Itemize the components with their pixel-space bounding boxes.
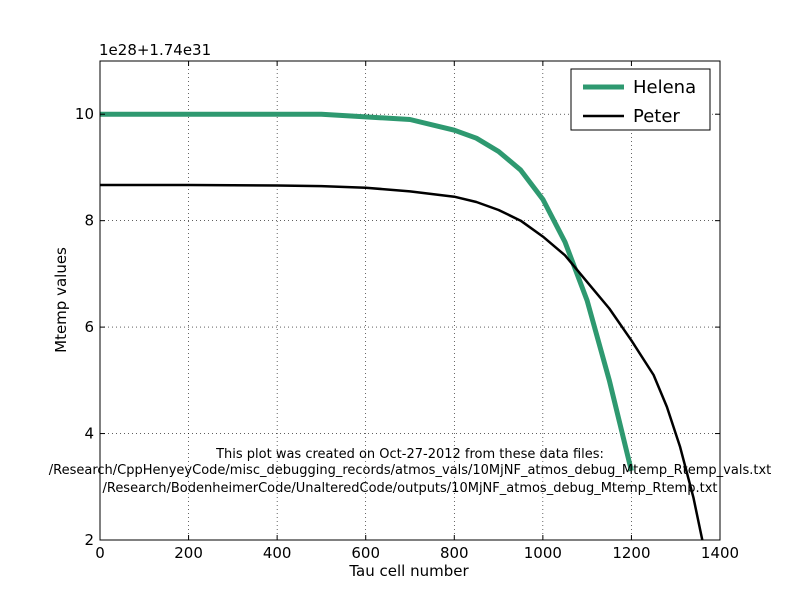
series-line-peter (100, 183, 704, 541)
x-tick-label: 600 (351, 544, 380, 562)
y-tick-label: 2 (84, 531, 94, 549)
legend-label-helena: Helena (633, 77, 696, 98)
plot-area-frame (99, 60, 721, 541)
annotation-line-2: /Research/CppHenyeyCode/misc_debugging_r… (49, 463, 771, 478)
y-offset-label: 1e28+1.74e31 (99, 41, 211, 59)
x-tick-label: 1200 (612, 544, 650, 562)
legend-box (570, 68, 711, 131)
x-tick-label: 400 (263, 544, 292, 562)
legend: Helena Peter (570, 68, 711, 131)
series-lines (100, 111, 704, 541)
x-tick-label: 1400 (701, 544, 739, 562)
x-tick-label: 1000 (524, 544, 562, 562)
annotation-line-3: /Research/BodenheimerCode/UnalteredCode/… (102, 481, 717, 496)
y-axis-label: Mtemp values (52, 247, 70, 353)
annotation-text: This plot was created on Oct-27-2012 fro… (49, 447, 771, 496)
y-tick-label: 6 (84, 318, 94, 336)
axis-ticks: 0 200 400 600 800 1000 1200 1400 2 4 6 8 10 (75, 61, 739, 562)
legend-label-peter: Peter (633, 106, 680, 127)
y-tick-label: 8 (84, 212, 94, 230)
x-axis-label: Tau cell number (348, 562, 469, 580)
series-line-helena (100, 111, 634, 472)
y-tick-label: 10 (75, 105, 94, 123)
annotation-line-1: This plot was created on Oct-27-2012 fro… (215, 447, 604, 462)
x-tick-label: 200 (174, 544, 203, 562)
y-tick-label: 4 (84, 425, 94, 443)
x-tick-label: 0 (95, 544, 105, 562)
x-tick-label: 800 (440, 544, 469, 562)
